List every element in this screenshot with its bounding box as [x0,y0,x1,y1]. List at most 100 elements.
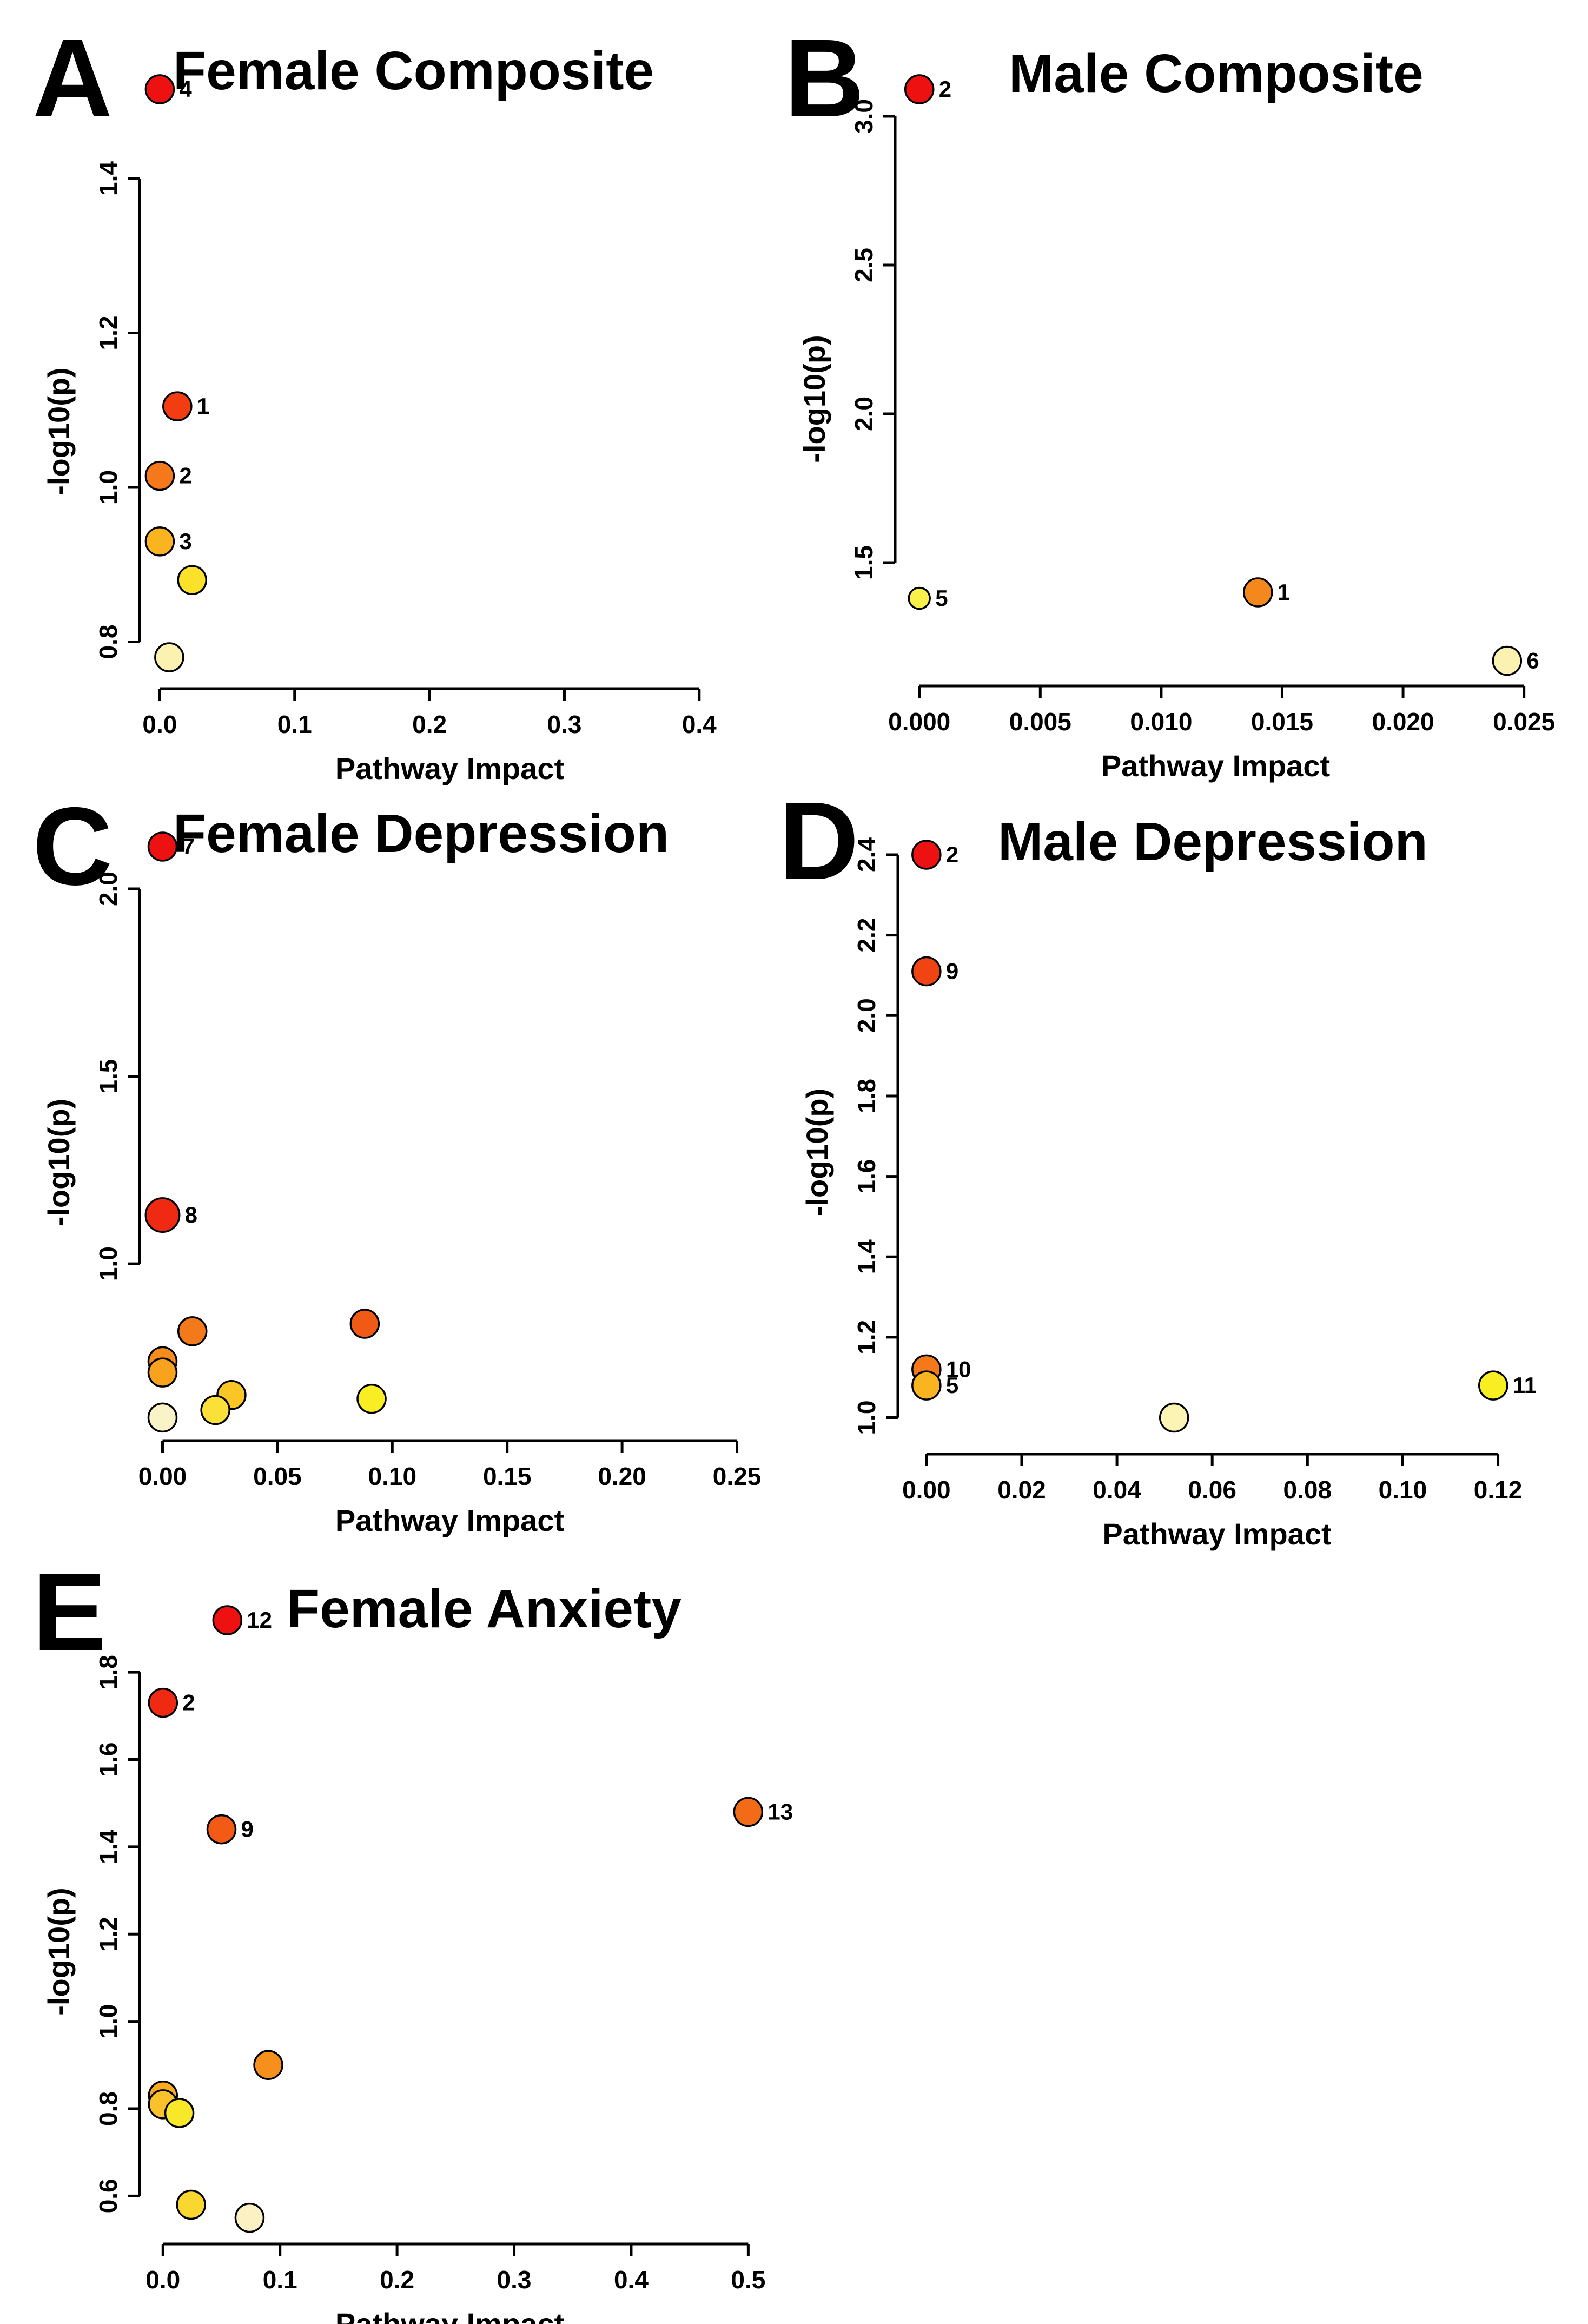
data-point [177,1316,208,1346]
data-point [1243,577,1273,608]
point-label: 6 [1526,648,1539,674]
y-axis-label: -log10(p) [42,1099,76,1226]
data-point [911,840,942,870]
data-point [154,642,184,672]
x-tick-label: 0.04 [1093,1476,1141,1504]
y-axis-label: -log10(p) [800,1088,834,1216]
y-tick-label: 1.5 [94,1059,122,1094]
y-tick-label: 2.5 [850,248,878,282]
y-tick-label: 2.0 [94,871,122,906]
point-label: 5 [946,1372,958,1398]
panel-title: Female Anxiety [287,1579,681,1639]
data-point [904,74,935,104]
panel-b: B Male Composite 0.000 0.005 0.010 0.015 0.020… [784,16,1555,783]
y-tick-label: 1.0 [852,1401,881,1435]
point-label: 8 [185,1202,197,1227]
y-tick-label: 1.5 [850,545,878,580]
data-point [144,1197,181,1233]
y-axis-label: -log10(p) [42,367,76,495]
x-tick-label: 0.005 [1009,708,1071,736]
y-tick-label: 0.6 [94,2178,122,2213]
y-tick-label: 2.4 [852,837,881,872]
data-point [911,1370,942,1401]
x-tick-label: 0.20 [598,1462,646,1490]
x-tick-label: 0.4 [614,2266,649,2294]
y-tick-label: 0.8 [94,2091,122,2126]
x-axis-label: Pathway Impact [335,1503,564,1537]
y-tick-label: 1.4 [94,161,122,196]
point-label: 11 [1513,1372,1537,1398]
data-point [1492,645,1523,676]
data-point [733,1797,764,1827]
panel-title: Male Depression [998,811,1428,872]
panel-a: A Female Composite 0.0 0.1 0.2 0.3 0.4 0.8 1.0 1.… [32,16,717,785]
y-tick-label: 3.0 [850,99,878,134]
data-point [147,1357,178,1388]
x-tick-label: 0.25 [713,1462,762,1490]
panel-d: D Male Depression 0.00 0.02 0.04 0.06 0.08 0.10… [779,779,1537,1551]
x-tick-label: 0.010 [1130,708,1192,736]
data-point [349,1309,380,1339]
y-tick-label: 1.4 [852,1239,881,1274]
x-tick-label: 0.06 [1188,1476,1236,1504]
point-label: 13 [767,1799,793,1824]
x-tick-label: 0.015 [1251,708,1313,736]
panel-letter: D [779,779,859,903]
point-label: 7 [182,834,194,859]
point-label: 1 [197,393,209,419]
y-tick-label: 2.2 [852,918,881,953]
data-point [212,1605,243,1635]
data-point [148,1687,178,1718]
point-label: 2 [946,842,958,867]
y-tick-label: 1.0 [94,2004,122,2039]
y-tick-label: 1.6 [852,1159,881,1194]
data-point [144,460,175,491]
y-tick-label: 1.2 [94,316,122,351]
data-point [356,1383,387,1414]
data-point [1159,1402,1189,1433]
data-point [176,2189,206,2220]
data-point [144,74,175,104]
x-tick-label: 0.10 [368,1462,417,1490]
y-tick-label: 0.8 [94,625,122,659]
x-tick-label: 0.1 [277,710,312,738]
panel-title: Male Composite [1009,43,1424,104]
x-tick-label: 0.025 [1493,708,1555,736]
x-tick-label: 0.000 [888,708,950,736]
data-point [147,1402,178,1433]
data-point [234,2202,265,2233]
x-tick-label: 0.5 [731,2266,765,2294]
panel-title: Female Depression [173,803,669,864]
x-tick-label: 0.0 [142,710,177,738]
data-point [200,1395,230,1425]
y-tick-label: 1.8 [852,1079,881,1113]
panel-c: C Female Depression 0.00 0.05 0.10 0.15 0.20 0.… [32,784,761,1537]
data-point [1478,1370,1508,1401]
x-tick-label: 0.2 [412,710,447,738]
panel-letter: C [32,784,113,908]
y-tick-label: 2.0 [852,998,881,1033]
y-tick-label: 1.6 [94,1742,122,1777]
data-point [253,2050,283,2081]
point-label: 2 [182,1690,195,1715]
point-label: 10 [946,1356,971,1382]
point-label: 4 [179,76,192,102]
x-tick-label: 0.02 [997,1476,1046,1504]
point-label: 1 [1278,579,1290,605]
data-point [147,831,178,862]
point-label: 9 [241,1817,253,1842]
point-label: 12 [247,1607,272,1633]
x-tick-label: 0.12 [1474,1476,1523,1504]
point-label: 5 [935,585,948,611]
data-point [908,586,931,610]
data-point [177,565,207,596]
panel-letter: A [32,16,113,140]
x-tick-label: 0.00 [902,1476,951,1504]
x-axis-label: Pathway Impact [335,751,564,785]
data-point [206,1814,237,1845]
x-tick-label: 0.00 [138,1462,187,1490]
y-tick-label: 1.0 [94,470,122,505]
y-axis-label: -log10(p) [42,1887,76,2015]
y-tick-label: 1.2 [852,1320,881,1355]
data-point [911,956,942,987]
